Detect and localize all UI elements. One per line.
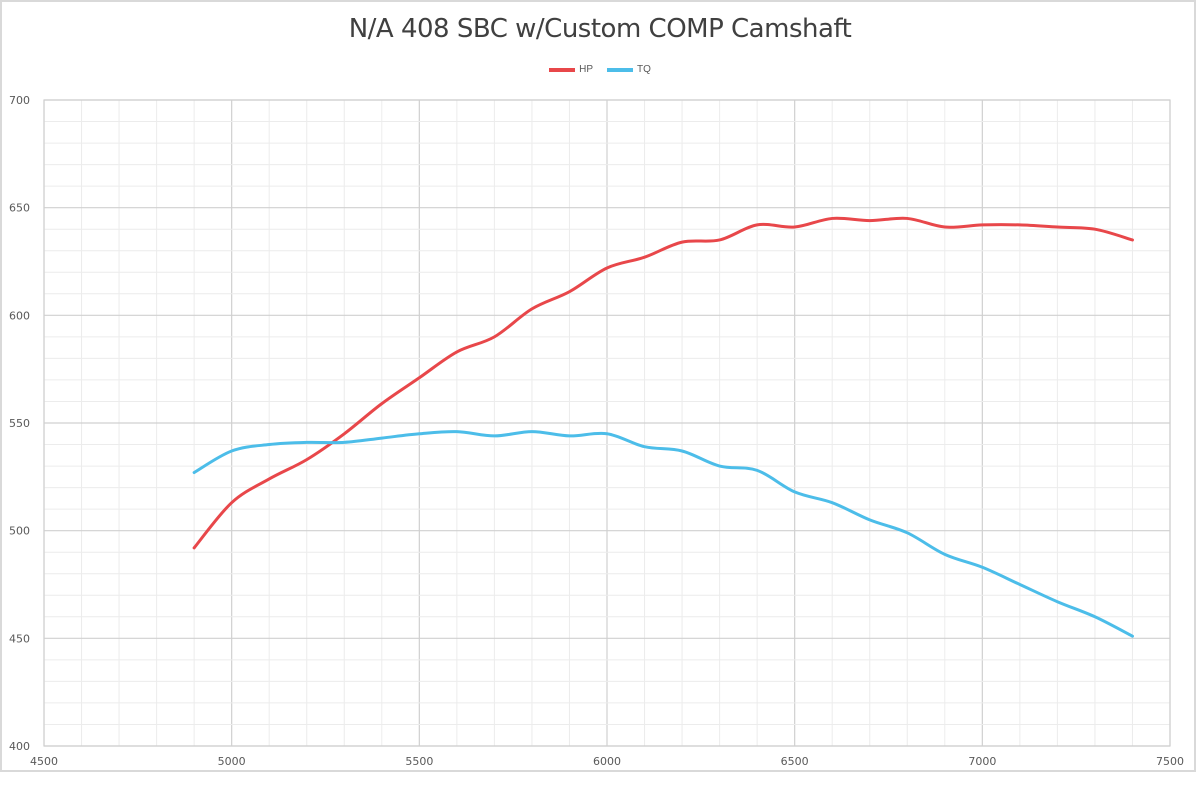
x-tick-label: 5500	[405, 755, 433, 768]
legend-swatch-tq	[607, 67, 633, 72]
axis-ticks: 4500 5000 5500 6000 6500 7000 7500 400 450 500 550…	[9, 94, 1184, 768]
series-line-hp	[192, 216, 1134, 550]
legend-label-tq: TQ	[637, 64, 651, 75]
y-tick-label: 550	[9, 417, 30, 430]
chart-legend: HP TQ	[0, 64, 1200, 75]
legend-item-tq: TQ	[607, 64, 651, 75]
chart-title: N/A 408 SBC w/Custom COMP Camshaft	[348, 14, 852, 44]
series-lines	[192, 216, 1134, 638]
x-tick-label: 4500	[30, 755, 58, 768]
y-tick-label: 600	[9, 309, 30, 322]
series-line-tq	[192, 430, 1134, 638]
x-tick-label: 7000	[968, 755, 996, 768]
gridlines	[43, 99, 1171, 747]
plot-border	[43, 99, 1171, 747]
y-tick-label: 450	[9, 632, 30, 645]
legend-item-hp: HP	[549, 64, 593, 75]
y-tick-label: 700	[9, 94, 30, 107]
y-tick-label: 500	[9, 525, 30, 538]
x-tick-label: 5000	[218, 755, 246, 768]
y-tick-label: 400	[9, 740, 30, 753]
y-tick-label: 650	[9, 202, 30, 215]
legend-label-hp: HP	[579, 64, 593, 75]
chart-frame	[0, 0, 1196, 772]
x-tick-label: 6500	[781, 755, 809, 768]
x-tick-label: 7500	[1156, 755, 1184, 768]
x-tick-label: 6000	[593, 755, 621, 768]
legend-swatch-hp	[549, 67, 576, 72]
